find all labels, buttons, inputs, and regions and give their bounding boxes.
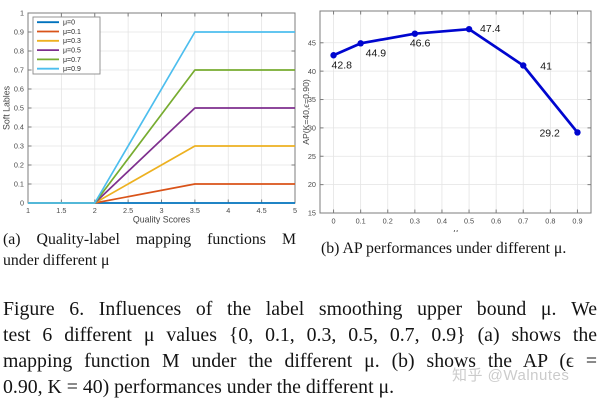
y-tick-label: 0.4	[14, 123, 24, 132]
zhihu-watermark: 知乎 @Walnutes	[452, 367, 570, 384]
data-point-marker	[465, 25, 473, 33]
x-tick-label: 0.6	[491, 217, 501, 226]
y-tick-label: 30	[308, 123, 316, 132]
y-tick-label: 0.1	[14, 180, 24, 189]
caption-line-3: mapping function M under the different μ…	[3, 350, 597, 372]
x-tick-label: 3.5	[190, 206, 200, 215]
data-point-marker	[411, 30, 419, 37]
axes-box	[319, 10, 592, 214]
x-tick-label: 4	[226, 206, 230, 215]
x-tick-label: 0.1	[356, 217, 366, 226]
subcaption-a: (a) Quality-label mapping functions M un…	[3, 230, 296, 271]
caption-line-1: Figure 6. Influences of the label smooth…	[3, 298, 597, 320]
x-tick-label: 0.8	[545, 217, 555, 226]
legend-label: μ=0.3	[63, 38, 81, 45]
y-tick-label: 35	[308, 95, 316, 104]
legend-label: μ=0.9	[63, 66, 81, 73]
chart-quality-label-mapping: 1 1.5 2 2.5 3 3.5 4 4.5 5 0 0.1 0.2 0.3 0.4 0.5 0.6 0.7 0…	[2, 9, 297, 225]
x-tick-label: 0.4	[437, 217, 447, 226]
data-point-label: 44.9	[366, 47, 387, 59]
y-tick-label: 0.9	[14, 28, 24, 37]
data-point-marker	[574, 129, 581, 136]
legend-label: μ=0.1	[63, 29, 81, 36]
legend-label: μ=0.5	[63, 48, 81, 55]
y-tick-label: 25	[308, 152, 316, 161]
y-tick-label: 0.6	[14, 85, 24, 94]
y-tick-label: 0	[20, 199, 24, 208]
y-tick-label: 0.8	[14, 47, 24, 56]
y-tick-label: 45	[308, 38, 316, 47]
subcaption-b: (b) AP performances under different μ.	[321, 240, 567, 257]
x-tick-label: 1.5	[56, 206, 66, 215]
x-tick-label: 0.3	[410, 217, 420, 226]
x-tick-label: 0.9	[572, 217, 582, 226]
x-tick-label: 4.5	[257, 206, 267, 215]
x-tick-label: 0.5	[464, 217, 474, 226]
y-tick-label: 0.2	[14, 161, 24, 170]
y-tick-label: 1	[20, 9, 24, 18]
subcaption-a-line2: under different μ	[3, 251, 110, 269]
y-tick-label: 20	[308, 180, 316, 189]
data-point-label: 29.2	[539, 127, 560, 139]
data-point-marker	[330, 52, 337, 59]
data-point-label: 47.4	[480, 23, 501, 35]
y-tick-label: 15	[308, 209, 316, 218]
data-point-marker	[520, 62, 527, 69]
x-tick-label: 5	[293, 206, 297, 215]
legend-box	[32, 16, 101, 75]
data-point-marker	[357, 40, 364, 47]
data-point-label: 42.8	[332, 59, 353, 71]
figure-caption: Figure 6. Influences of the label smooth…	[3, 296, 597, 400]
y-tick-label: 40	[308, 67, 316, 76]
legend-label: μ=0.7	[63, 57, 81, 64]
x-tick-label: 1	[26, 206, 30, 215]
y-axis-label: Soft Lables	[2, 85, 12, 130]
data-point-label: 46.6	[410, 38, 431, 50]
x-tick-label: 0.2	[383, 217, 393, 226]
x-tick-label: 2.5	[123, 206, 133, 215]
x-axis-label: Quality Scores	[133, 215, 191, 225]
x-tick-label: 3	[159, 206, 163, 215]
y-tick-label: 0.7	[14, 66, 24, 75]
legend-label: μ=0	[63, 20, 75, 27]
x-tick-label: 2	[93, 206, 97, 215]
x-tick-label: 0	[332, 217, 336, 226]
y-tick-label: 0.5	[14, 104, 24, 113]
x-tick-label: 0.7	[518, 217, 528, 226]
subcaption-a-line1: (a) Quality-label mapping functions M	[3, 231, 296, 248]
data-point-label: 41	[540, 60, 552, 72]
series-line-AP	[333, 27, 579, 134]
caption-line-2: test 6 different μ values {0, 0.1, 0.3, …	[3, 324, 597, 346]
y-axis-label: AP(K=40,ϵ=0.90)	[303, 79, 311, 145]
chart-ap-performance: 0 0.1 0.2 0.3 0.4 0.5 0.6 0.7 0.8 0.9 15 20 25 30 35 40…	[303, 10, 592, 233]
series-line-μ=0.9	[28, 31, 295, 204]
x-axis-label: μ	[452, 227, 458, 233]
caption-line-4: 0.90, K = 40) performances under the dif…	[3, 376, 395, 398]
y-tick-label: 0.3	[14, 142, 24, 151]
